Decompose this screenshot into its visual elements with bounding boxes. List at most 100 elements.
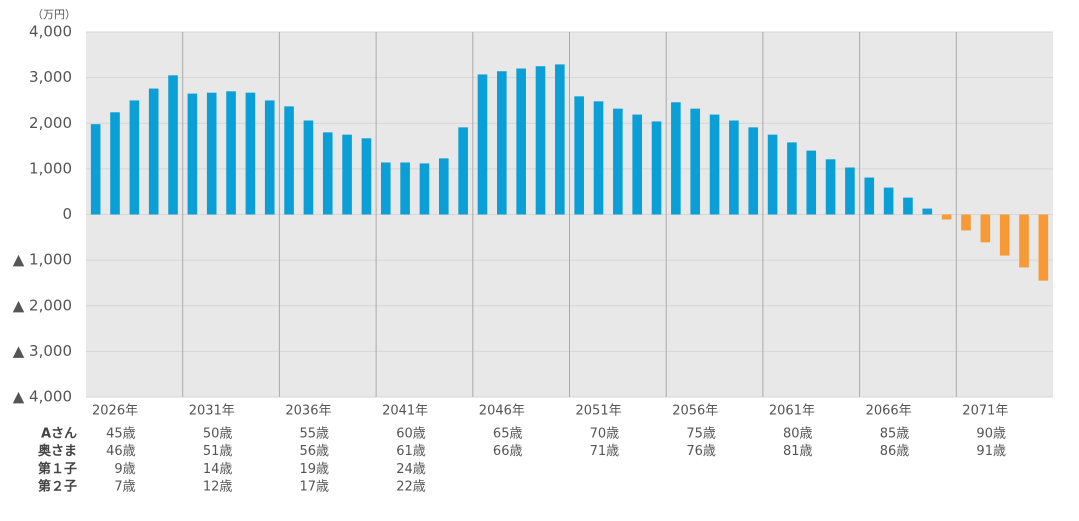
bar: [632, 114, 642, 215]
x-tick-label: 2051年: [576, 404, 622, 419]
bar: [322, 132, 333, 215]
y-tick-label: ▲ 3,000: [13, 342, 72, 360]
age-value: 14歳: [203, 462, 233, 477]
bar: [690, 108, 701, 215]
y-tick-label: 2,000: [29, 114, 72, 132]
bar: [400, 162, 410, 215]
bar: [845, 167, 855, 215]
bar: [593, 101, 604, 215]
bar: [497, 71, 507, 215]
bar: [206, 92, 217, 215]
bar: [477, 74, 488, 215]
x-tick-label: 2036年: [285, 404, 331, 419]
x-tick-label: 2046年: [479, 404, 525, 419]
bar: [922, 208, 933, 215]
bar: [767, 134, 778, 215]
bar: [651, 121, 662, 215]
age-value: 55歳: [300, 427, 330, 442]
age-value: 86歳: [880, 444, 910, 459]
bar: [883, 187, 894, 215]
bar: [535, 66, 546, 215]
y-tick-label: 1,000: [29, 159, 72, 177]
bar: [245, 92, 256, 215]
age-value: 80歳: [783, 427, 813, 442]
bar: [458, 127, 468, 215]
x-tick-label: 2061年: [769, 404, 815, 419]
bar: [361, 138, 372, 215]
age-value: 24歳: [396, 462, 426, 477]
age-value: 45歳: [106, 427, 136, 442]
age-value: 9歳: [114, 462, 135, 477]
x-tick-label: 2041年: [382, 404, 428, 419]
y-tick-label: ▲ 4,000: [13, 388, 72, 406]
bar: [729, 120, 739, 215]
bar: [941, 214, 952, 220]
age-value: 71歳: [590, 444, 620, 459]
bar: [342, 134, 352, 215]
bar: [226, 91, 236, 215]
age-value: 76歳: [686, 444, 716, 459]
bar: [284, 106, 294, 215]
age-value: 12歳: [203, 480, 233, 495]
bar: [110, 112, 120, 215]
age-value: 91歳: [976, 444, 1006, 459]
bar: [980, 214, 991, 243]
age-value: 85歳: [880, 427, 910, 442]
age-value: 17歳: [300, 480, 330, 495]
age-value: 51歳: [203, 444, 233, 459]
bar: [129, 100, 140, 215]
age-row-label: 第１子: [38, 461, 77, 477]
y-tick-label: ▲ 2,000: [13, 296, 72, 314]
bar: [671, 102, 681, 215]
bar: [999, 214, 1010, 256]
age-value: 46歳: [106, 444, 136, 459]
y-tick-label: ▲ 1,000: [13, 251, 72, 269]
x-tick-label: 2066年: [866, 404, 912, 419]
y-tick-label: 0: [62, 205, 72, 223]
age-value: 60歳: [396, 427, 426, 442]
bar: [1019, 214, 1029, 268]
bar: [864, 177, 875, 215]
bar: [787, 142, 797, 215]
bar: [613, 108, 623, 215]
age-value: 65歳: [493, 427, 523, 442]
bar: [380, 162, 391, 215]
y-tick-label: 4,000: [29, 23, 72, 41]
age-value: 22歳: [396, 480, 426, 495]
unit-label: （万円）: [32, 8, 76, 21]
age-value: 90歳: [976, 427, 1006, 442]
x-tick-label: 2026年: [92, 404, 138, 419]
bar: [825, 159, 836, 215]
age-value: 75歳: [686, 427, 716, 442]
age-value: 70歳: [590, 427, 620, 442]
age-row-label: Aさん: [41, 427, 77, 442]
bar: [168, 75, 178, 215]
bar: [264, 100, 275, 215]
age-value: 56歳: [300, 444, 330, 459]
age-value: 50歳: [203, 427, 233, 442]
bar: [516, 68, 526, 215]
bar: [574, 96, 584, 215]
bar: [748, 127, 759, 215]
bar: [903, 197, 913, 215]
bar: [555, 64, 565, 215]
y-tick-label: 3,000: [29, 68, 72, 86]
bar: [187, 93, 198, 215]
age-value: 61歳: [396, 444, 426, 459]
age-row-label: 奥さま: [38, 443, 77, 459]
bar: [438, 158, 449, 215]
age-row-label: 第２子: [38, 479, 77, 495]
age-value: 7歳: [114, 480, 135, 495]
bar: [1038, 214, 1049, 281]
age-value: 66歳: [493, 444, 523, 459]
x-tick-label: 2031年: [189, 404, 235, 419]
bar: [806, 150, 817, 215]
age-value: 81歳: [783, 444, 813, 459]
x-tick-label: 2071年: [962, 404, 1008, 419]
x-tick-label: 2056年: [672, 404, 718, 419]
bar: [148, 88, 159, 215]
bar: [961, 214, 971, 231]
bar: [90, 124, 101, 215]
